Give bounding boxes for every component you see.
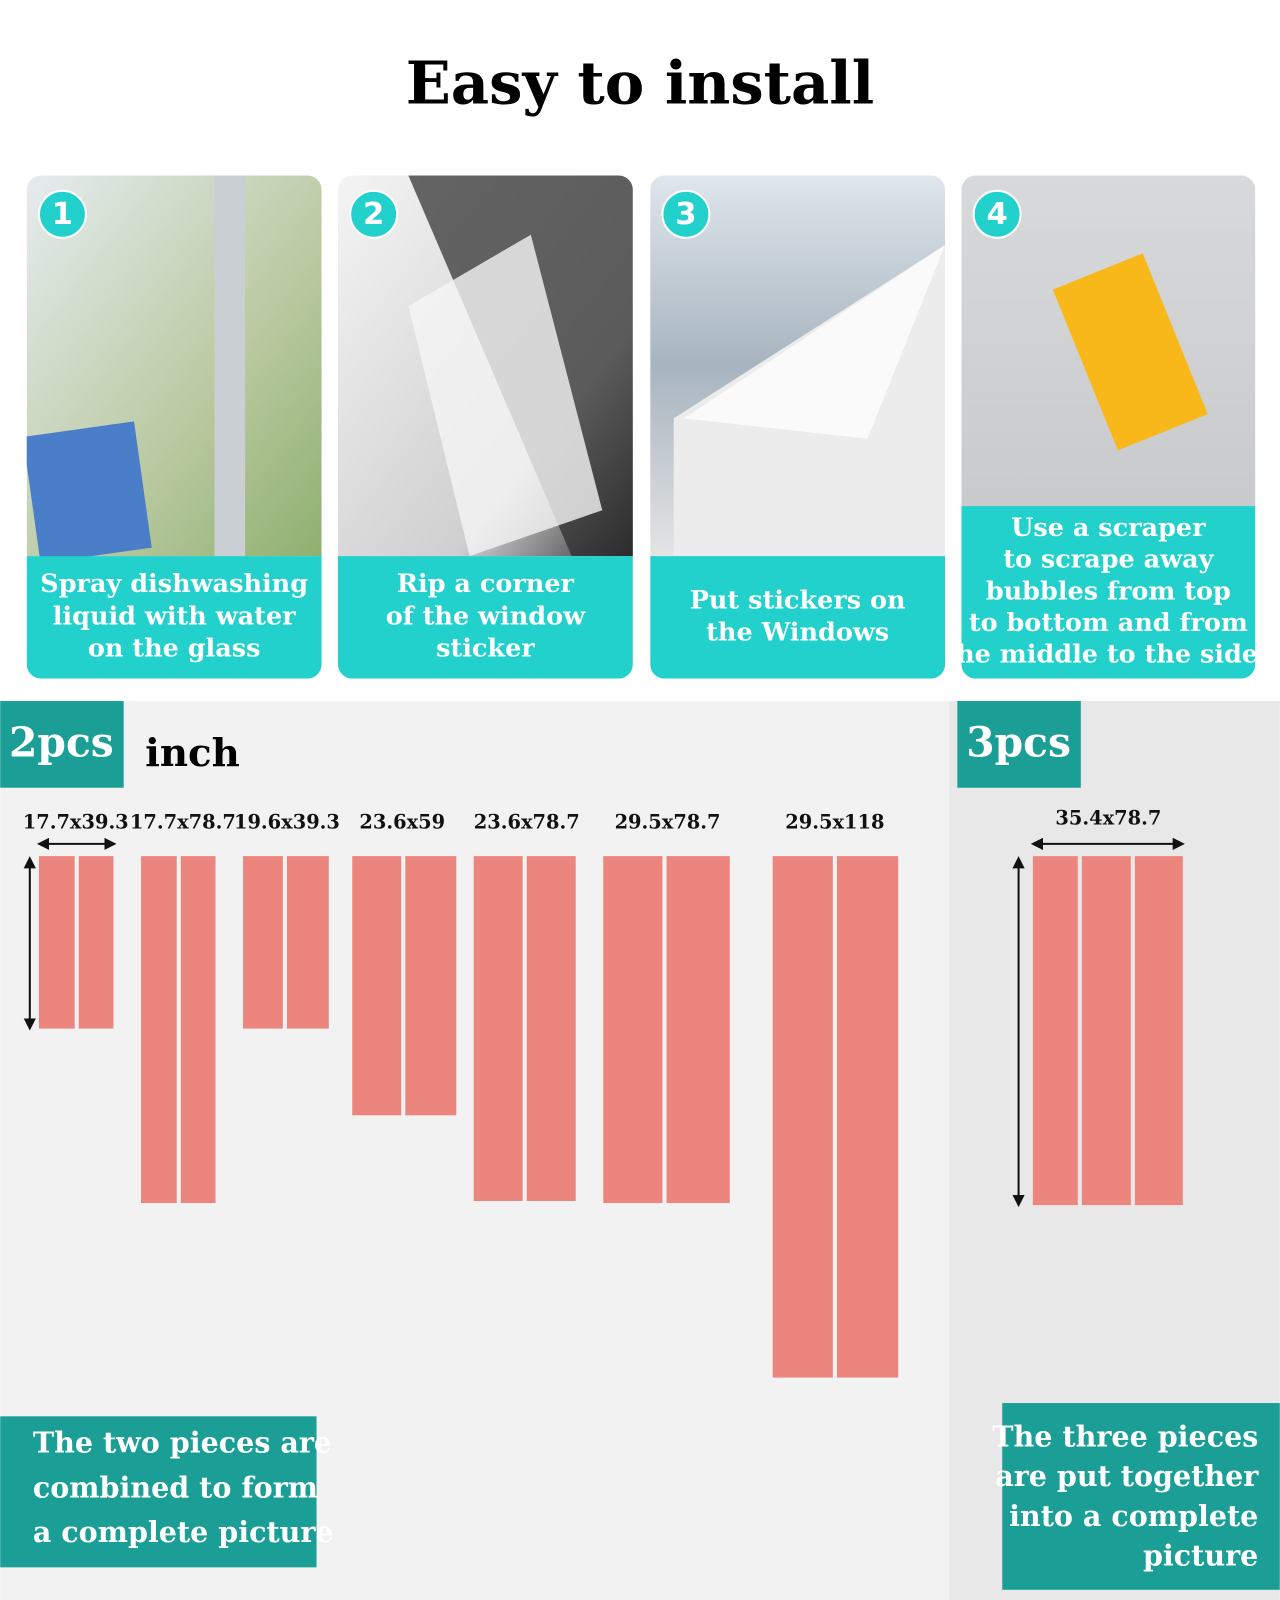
step-card [337,175,633,679]
label-box [957,701,1081,788]
step-caption: of the window [386,601,586,631]
step-number: 1 [52,197,73,232]
caption-box [1002,1403,1280,1590]
step-card [961,175,1256,679]
step-caption: liquid with water [53,601,296,631]
panels [23,837,1185,1378]
step-number: 3 [675,197,696,232]
step-badge [349,189,399,239]
caption-box [0,1416,317,1568]
label-box [0,701,124,788]
size-label: 29.5x118 [785,811,884,834]
size-label: 17.7x78.7 [130,811,236,834]
step-badge [972,189,1022,239]
step-caption: Spray dishwashing [40,569,308,599]
pcs-label: 2pcs [9,718,114,766]
step-number: 4 [986,197,1007,232]
step-caption: on the glass [88,633,261,663]
size-label: 19.6x39.3 [234,811,340,834]
combine-caption: The three pieces [992,1419,1258,1453]
step-caption: to bottom and from [969,608,1248,638]
combine-caption: into a complete [1009,1499,1258,1533]
step-caption: bubbles from top [986,576,1231,606]
title: Easy to install [406,47,875,117]
size-label: 35.4x78.7 [1055,806,1161,829]
step-caption: to scrape away [1003,545,1214,575]
step-badge [661,189,711,239]
size-label: 23.6x59 [359,811,445,834]
unit: inch [145,731,240,776]
step-card [650,175,946,679]
step-caption: Use a scraper [1011,513,1206,543]
step-caption: Put stickers on [690,585,906,615]
step-number: 2 [363,197,384,232]
combine-caption: are put together [995,1459,1259,1493]
step-caption: the middle to the sides [944,640,1272,670]
step-caption: sticker [436,633,535,663]
size-label: 23.6x78.7 [474,811,580,834]
combine-caption: a complete picture [33,1515,334,1549]
size-label: 29.5x78.7 [615,811,721,834]
step-badge [37,189,87,239]
step-caption: the Windows [706,617,889,647]
pcs-label: 3pcs [966,718,1071,766]
step-caption: Rip a corner [397,569,575,599]
combine-caption: combined to form [33,1470,318,1504]
step-card [26,175,322,679]
combine-caption: The two pieces are [33,1425,332,1459]
size-label: 17.7x39.3 [23,811,129,834]
combine-caption: picture [1143,1539,1258,1573]
